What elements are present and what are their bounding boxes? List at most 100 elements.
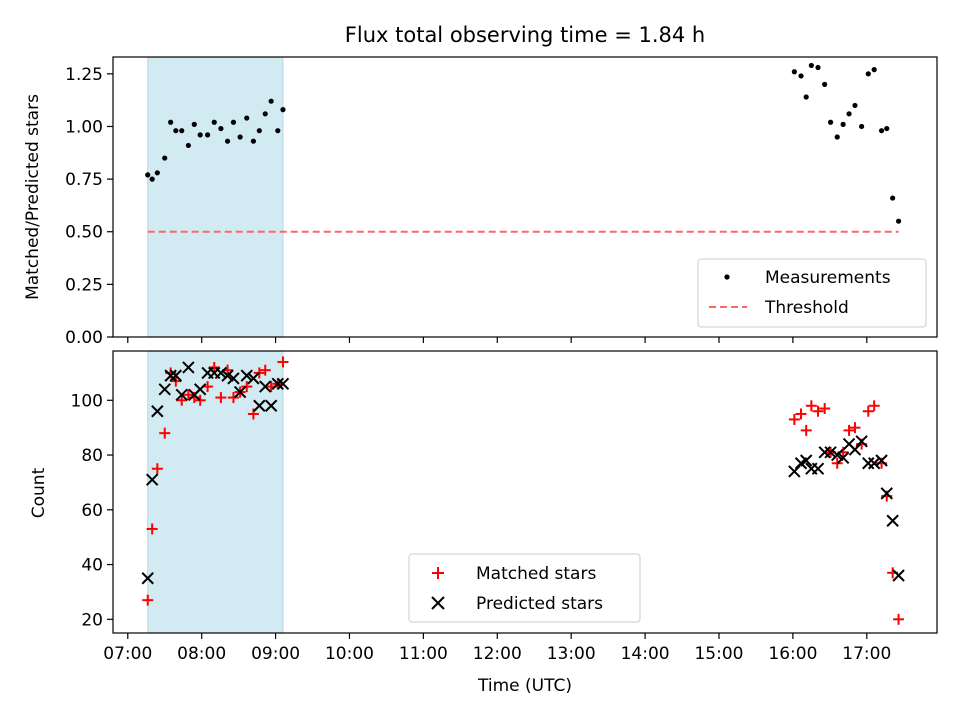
measurement-point — [890, 195, 896, 201]
measurement-point — [871, 67, 877, 73]
measurement-points — [145, 62, 902, 224]
predicted-star-point — [811, 462, 825, 475]
matched-star-point — [241, 381, 253, 393]
figure-title: Flux total observing time = 1.84 h — [345, 23, 705, 47]
predicted-star-point — [145, 473, 159, 486]
matched-star-point — [176, 394, 188, 406]
measurement-point — [154, 170, 160, 176]
x-tick-label: 08:00 — [177, 644, 226, 664]
matched-star-point — [159, 427, 171, 439]
bottom-x-axis: 07:00 08:00 09:00 10:00 11:00 12:00 13:00 14:00… — [103, 633, 891, 664]
measurement-point — [197, 132, 203, 138]
measurement-point — [803, 94, 809, 100]
top-y-axis-label: Matched/Predicted stars — [23, 94, 43, 300]
predicted-star-point — [788, 465, 801, 478]
predicted-star-point — [233, 385, 247, 399]
matched-star-point — [146, 523, 158, 535]
measurement-point — [185, 142, 191, 149]
predicted-star-point — [271, 377, 285, 391]
measurement-point — [204, 132, 211, 138]
predicted-star-point — [264, 399, 278, 412]
measurement-point — [884, 125, 890, 132]
bottom-panel: 20 40 60 80 100 07:00 08:00 09:00 10:00 11:00 12:… — [29, 350, 938, 696]
measurement-point — [280, 107, 286, 113]
predicted-star-point — [158, 383, 171, 396]
top-y-axis: 0.00 0.25 0.50 0.75 1.00 1.25 — [65, 65, 113, 348]
measurement-point — [895, 218, 902, 224]
bottom-legend: Matched stars Predicted stars — [408, 553, 641, 623]
measurement-point — [859, 123, 865, 130]
matched-star-point — [843, 424, 855, 436]
x-tick-label: 07:00 — [103, 644, 152, 664]
matched-star-point — [182, 389, 194, 401]
bottom-legend-box — [408, 553, 641, 623]
matched-star-point — [215, 392, 227, 404]
matched-star-point — [208, 361, 220, 373]
predicted-star-point — [164, 369, 177, 382]
x-tick-label: 17:00 — [842, 644, 891, 664]
matched-star-point — [812, 405, 824, 417]
matched-star-point — [227, 392, 239, 404]
y-tick-label: 1.00 — [65, 117, 103, 137]
matched-star-point — [819, 402, 831, 414]
matched-star-point — [795, 408, 807, 420]
measurement-point — [840, 121, 846, 127]
matched-star-point — [868, 400, 880, 412]
measurement-point — [145, 172, 151, 178]
predicted-star-point — [227, 372, 240, 385]
y-tick-label: 1.25 — [65, 65, 103, 85]
legend-threshold-label: Threshold — [764, 298, 849, 318]
matched-star-point — [151, 463, 163, 475]
predicted-star-point — [799, 454, 813, 467]
legend-measurements-marker — [724, 274, 730, 280]
measurement-point — [275, 128, 281, 134]
top-x-ticks — [127, 337, 868, 343]
observing-interval-band — [147, 56, 284, 338]
legend-matched-marker — [432, 567, 444, 579]
predicted-star-point — [880, 487, 893, 500]
predicted-star-point — [836, 451, 850, 464]
matched-star-point — [253, 367, 265, 379]
measurement-point — [268, 98, 274, 104]
legend-predicted-label: Predicted stars — [476, 594, 603, 614]
measurement-point — [798, 73, 804, 79]
matched-star-point — [800, 424, 812, 436]
measurement-point — [173, 128, 179, 134]
matched-star-point — [142, 594, 154, 606]
top-axes-frame — [112, 56, 938, 338]
predicted-star-point — [824, 446, 837, 459]
measurement-point — [218, 125, 224, 132]
matched-star-point — [277, 356, 289, 368]
legend-measurements-label: Measurements — [765, 268, 891, 288]
y-tick-label: 60 — [81, 501, 103, 521]
y-tick-label: 0.50 — [65, 223, 103, 243]
y-tick-label: 40 — [81, 556, 103, 576]
x-tick-label: 13:00 — [547, 644, 596, 664]
measurement-point — [815, 64, 821, 71]
x-axis-label: Time (UTC) — [477, 676, 572, 696]
measurement-point — [827, 119, 834, 125]
x-tick-label: 09:00 — [251, 644, 300, 664]
measurement-point — [852, 102, 858, 109]
predicted-star-point — [151, 405, 164, 418]
predicted-star-point — [867, 457, 881, 470]
bottom-axes-frame — [112, 350, 938, 634]
measurement-point — [878, 128, 885, 134]
matched-star-point — [849, 422, 861, 434]
predicted-star-point — [855, 435, 868, 448]
predicted-star-point — [240, 369, 253, 382]
measurement-point — [191, 121, 197, 127]
matched-star-point — [831, 457, 843, 469]
observing-interval-band — [147, 350, 284, 634]
matched-star-point — [862, 405, 874, 417]
top-panel: 0.00 0.25 0.50 0.75 1.00 1.25 Matched/Predict… — [23, 56, 938, 348]
predicted-star-point — [886, 514, 899, 527]
top-shaded-interval — [147, 56, 284, 338]
y-tick-label: 80 — [81, 446, 103, 466]
measurement-point — [834, 134, 840, 140]
predicted-star-point — [892, 569, 905, 582]
measurement-point — [237, 134, 243, 140]
x-tick-label: 11:00 — [399, 644, 448, 664]
measurement-point — [865, 71, 871, 77]
measurement-point — [846, 111, 852, 117]
